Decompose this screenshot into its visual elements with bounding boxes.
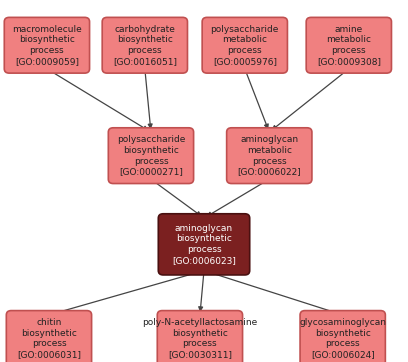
Text: carbohydrate
biosynthetic
process
[GO:0016051]: carbohydrate biosynthetic process [GO:00…: [113, 25, 177, 66]
Text: polysaccharide
biosynthetic
process
[GO:0000271]: polysaccharide biosynthetic process [GO:…: [117, 135, 185, 176]
FancyBboxPatch shape: [306, 17, 391, 73]
FancyBboxPatch shape: [6, 311, 91, 362]
Text: macromolecule
biosynthetic
process
[GO:0009059]: macromolecule biosynthetic process [GO:0…: [12, 25, 82, 66]
FancyBboxPatch shape: [4, 17, 90, 73]
FancyBboxPatch shape: [108, 128, 193, 184]
Text: aminoglycan
biosynthetic
process
[GO:0006023]: aminoglycan biosynthetic process [GO:000…: [172, 224, 236, 265]
Text: aminoglycan
metabolic
process
[GO:0006022]: aminoglycan metabolic process [GO:000602…: [237, 135, 301, 176]
Text: chitin
biosynthetic
process
[GO:0006031]: chitin biosynthetic process [GO:0006031]: [17, 318, 81, 359]
FancyBboxPatch shape: [227, 128, 312, 184]
FancyBboxPatch shape: [102, 17, 187, 73]
Text: amine
metabolic
process
[GO:0009308]: amine metabolic process [GO:0009308]: [317, 25, 381, 66]
Text: glycosaminoglycan
biosynthetic
process
[GO:0006024]: glycosaminoglycan biosynthetic process […: [299, 318, 386, 359]
Text: polysaccharide
metabolic
process
[GO:0005976]: polysaccharide metabolic process [GO:000…: [211, 25, 279, 66]
Text: poly-N-acetyllactosamine
biosynthetic
process
[GO:0030311]: poly-N-acetyllactosamine biosynthetic pr…: [142, 318, 257, 359]
FancyBboxPatch shape: [158, 214, 250, 275]
FancyBboxPatch shape: [157, 311, 242, 362]
FancyBboxPatch shape: [300, 311, 385, 362]
FancyBboxPatch shape: [202, 17, 287, 73]
